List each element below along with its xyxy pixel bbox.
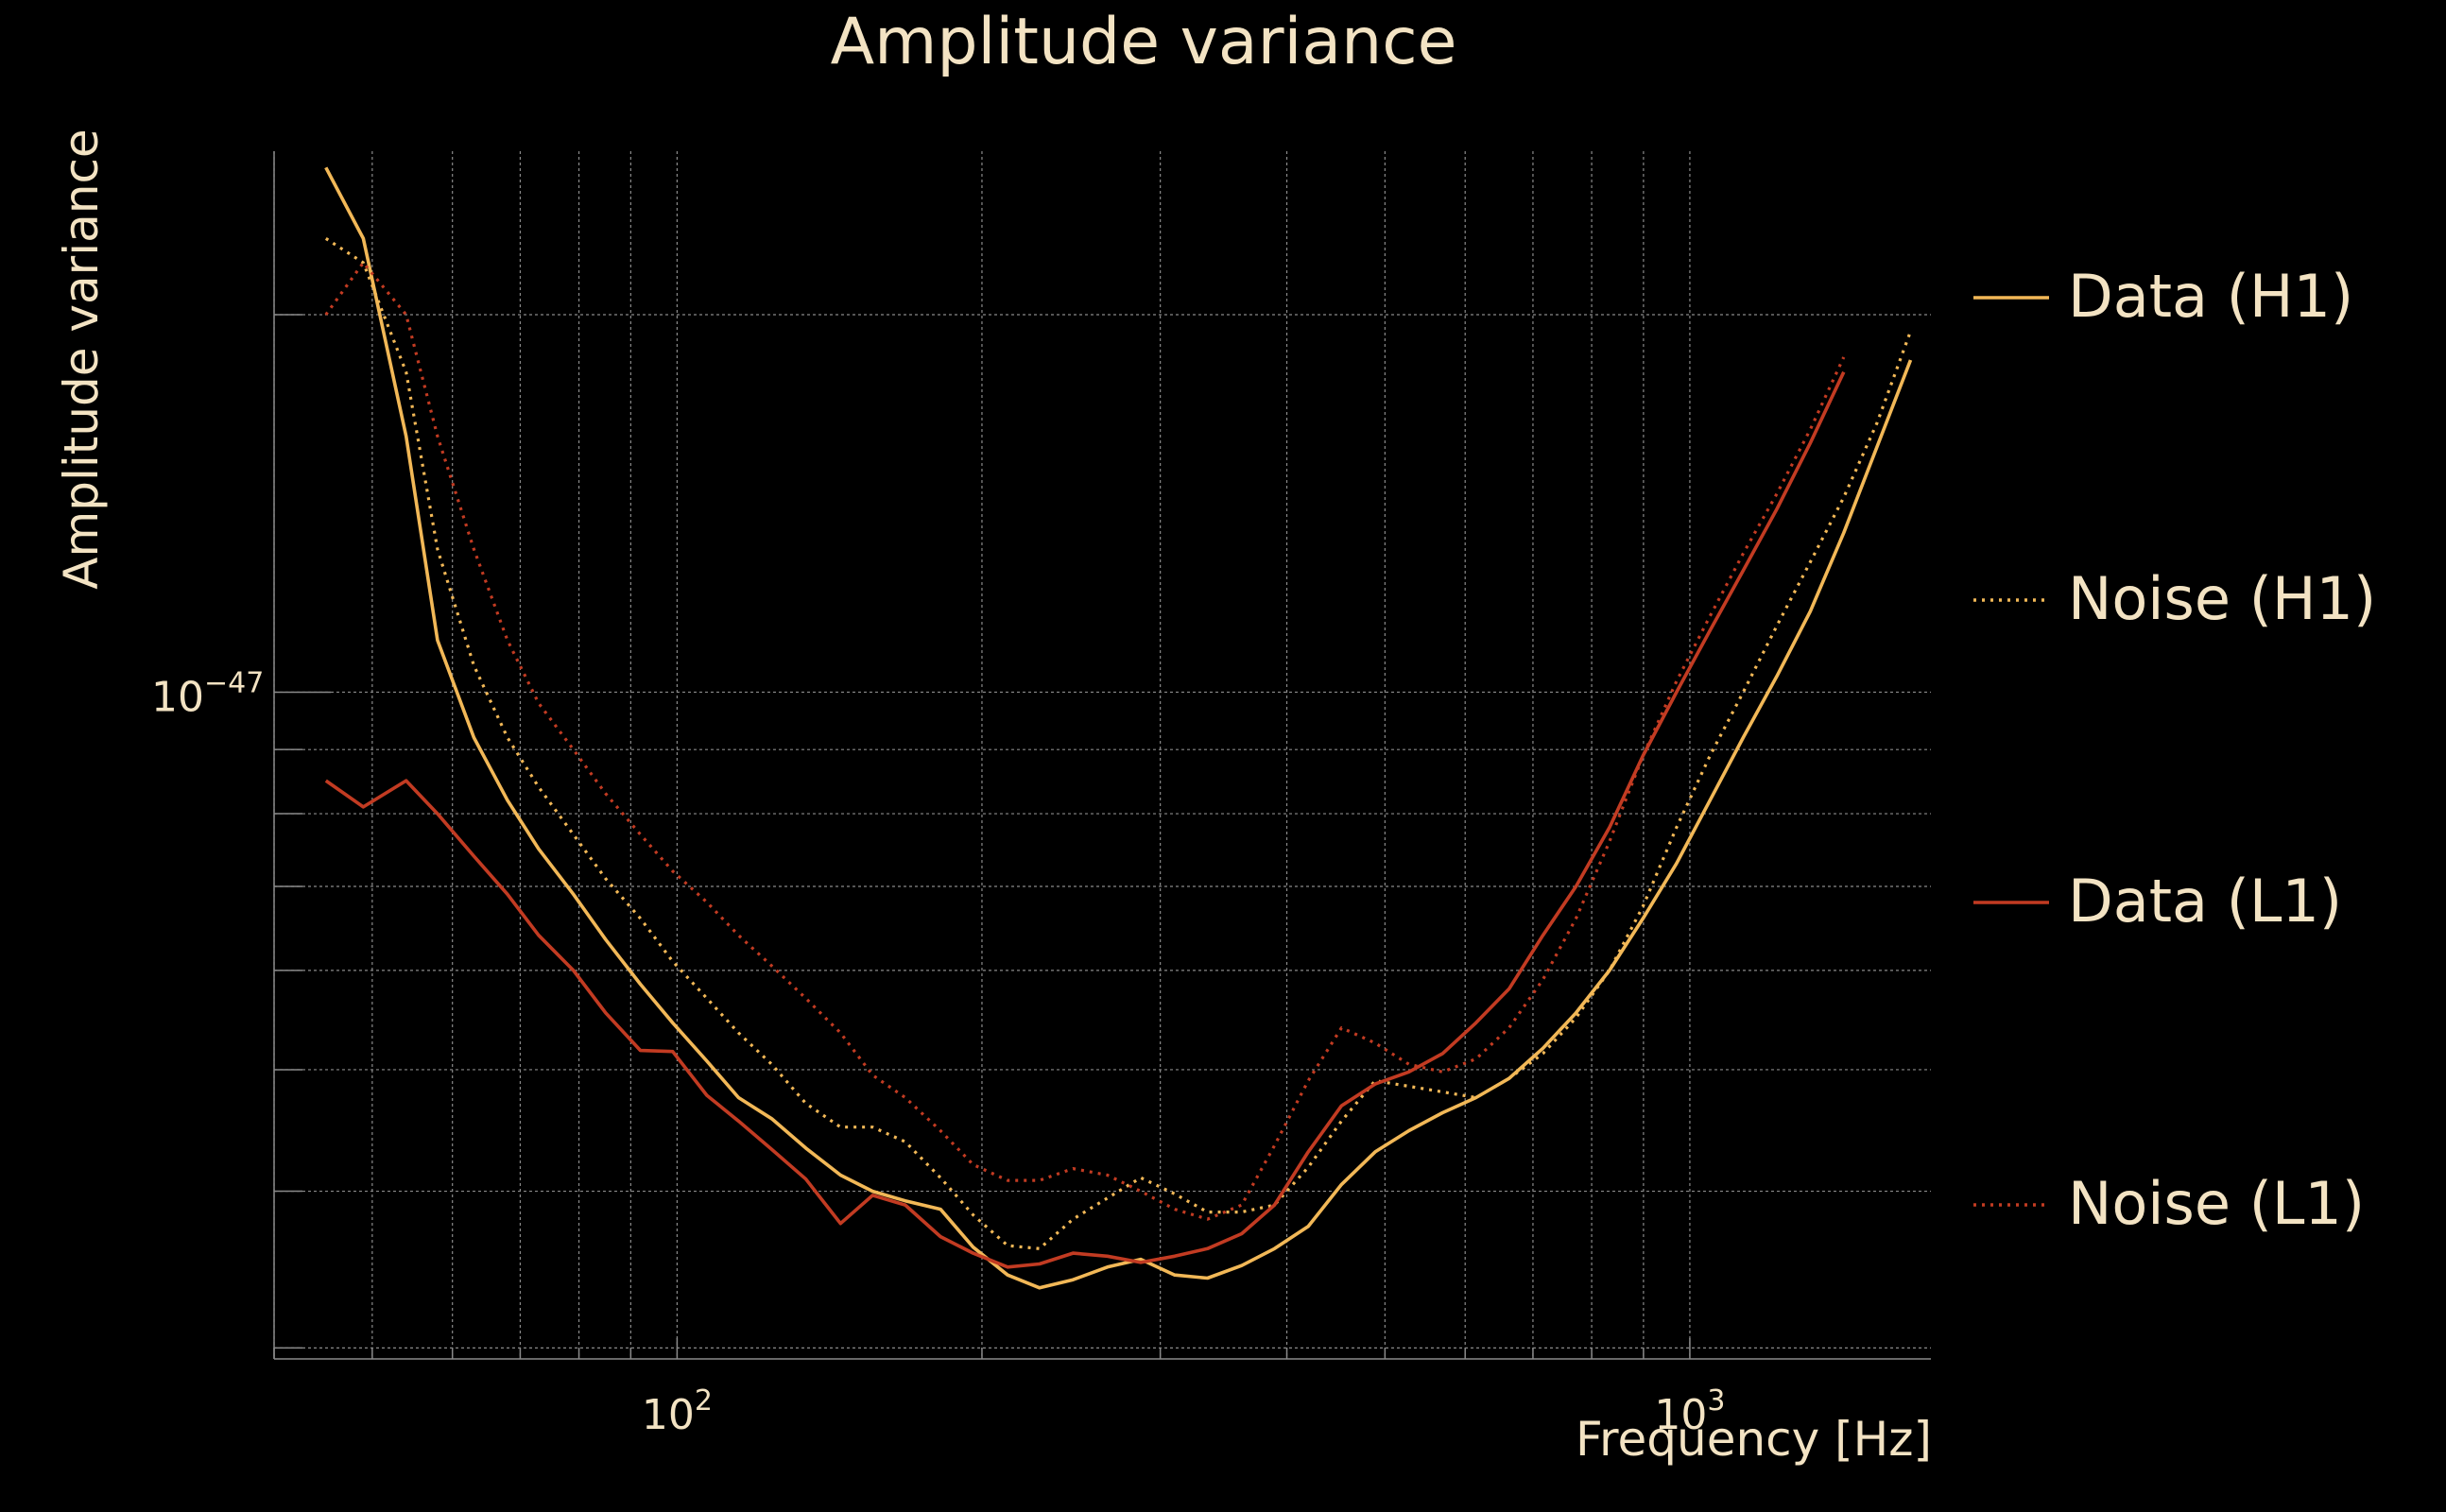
grid [273,151,1931,1359]
x-tick-label: 102 [642,1384,713,1439]
series-line-0 [324,166,1913,1290]
x-tick-label: 103 [1654,1384,1725,1439]
series-lines [324,166,1913,1290]
legend-label-3: Noise (L1) [2068,1169,2365,1238]
axes [273,151,1931,1360]
legend-label-0: Data (H1) [2068,262,2353,331]
y-tick-label: 10−47 [151,666,264,721]
x-axis-label: Frequency [Hz] [1576,1412,1932,1467]
chart-title: Amplitude variance [831,5,1457,79]
legend-label-1: Noise (H1) [2068,564,2376,633]
legend: Data (H1) Noise (H1) Data (L1) Noise (L1) [1973,262,2376,1238]
series-line-1 [324,237,1913,1250]
legend-label-2: Data (L1) [2068,867,2342,936]
y-tick-labels: 10−47 [151,666,264,721]
y-axis-label: Amplitude variance [54,129,109,589]
series-line-2 [324,370,1846,1269]
x-tick-labels: 102 103 [642,1384,1726,1439]
series-line-3 [324,261,1846,1221]
